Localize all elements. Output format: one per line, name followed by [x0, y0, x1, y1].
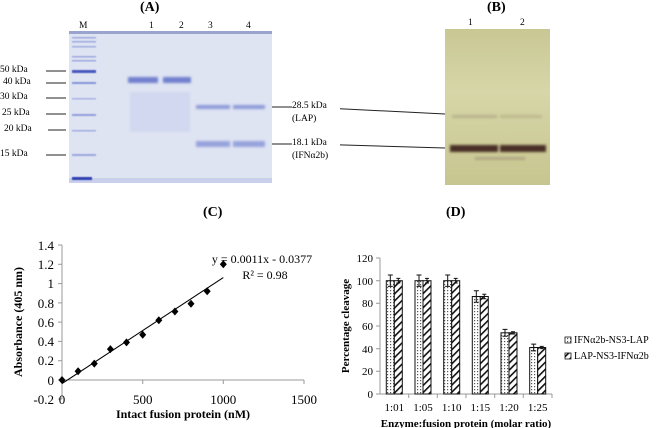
svg-text:0: 0: [368, 389, 374, 401]
legend-swatch-ifn-ns3-lap: [564, 336, 572, 344]
western-blot: [340, 29, 550, 185]
legend: IFNα2b-NS3-LAP LAP-NS3-IFNα2b: [564, 335, 649, 362]
c-equation: y = 0.0011x - 0.0377: [212, 252, 312, 266]
legend-label-1: IFNα2b-NS3-LAP: [574, 335, 649, 346]
blot-lane-label-2: 2: [520, 18, 525, 28]
svg-text:0: 0: [59, 392, 66, 407]
svg-text:500: 500: [133, 392, 153, 407]
svg-text:40: 40: [362, 344, 374, 356]
legend-label-2: LAP-NS3-IFNα2b: [574, 351, 649, 362]
band-lap-size: 28.5 kDa: [292, 101, 327, 111]
svg-text:1: 1: [48, 276, 55, 291]
c-r-squared: R² = 0.98: [242, 268, 287, 282]
svg-text:100: 100: [357, 276, 374, 288]
svg-text:0.4: 0.4: [38, 334, 55, 349]
marker-25kda: 25 kDa: [2, 108, 30, 118]
svg-text:1.2: 1.2: [38, 257, 54, 272]
marker-40kda: 40 kDa: [3, 77, 31, 87]
svg-text:1:15: 1:15: [471, 402, 491, 414]
svg-text:1:10: 1:10: [442, 402, 462, 414]
marker-30kda: 30 kDa: [0, 92, 28, 102]
sds-page-gel: [46, 31, 292, 183]
svg-text:0.6: 0.6: [38, 315, 55, 330]
band-ifn-name: (IFNα2b): [292, 151, 329, 161]
lane-label-1: 1: [149, 21, 154, 31]
d-xlabel: Enzyme:fusion protein (molar ratio): [381, 418, 552, 428]
c-ytick: 1.4: [38, 238, 55, 253]
svg-text:1000: 1000: [210, 392, 236, 407]
svg-text:1:01: 1:01: [385, 402, 405, 414]
chart-c-standard-curve: 1.4 1.2 1 0.8 0.6 0.4 0.2 0 -0.2 0 500 1…: [11, 238, 317, 421]
lane-label-4: 4: [246, 21, 251, 31]
blot-lane-label-1: 1: [468, 18, 473, 28]
c-xlabel: Intact fusion protein (nM): [116, 407, 250, 421]
marker-20kda: 20 kDa: [4, 124, 32, 134]
panel-b-label: (B): [487, 0, 506, 15]
panel-c-label: (C): [203, 205, 223, 220]
panel-a-label: (A): [140, 0, 160, 15]
svg-text:60: 60: [362, 321, 374, 333]
legend-swatch-lap-ns3-ifn: [564, 352, 572, 360]
chart-d-cleavage: 120 100 80 60 40 20 0 1:01 1:05 1:10 1:1…: [340, 253, 649, 428]
svg-text:80: 80: [362, 298, 374, 310]
svg-text:1:05: 1:05: [413, 402, 433, 414]
data-points: [58, 260, 227, 384]
marker-15kda: 15 kDa: [0, 149, 28, 159]
svg-text:20: 20: [362, 366, 374, 378]
lane-label-3: 3: [208, 21, 213, 31]
svg-text:1:20: 1:20: [499, 402, 519, 414]
svg-text:0: 0: [48, 373, 55, 388]
svg-text:0.8: 0.8: [38, 296, 54, 311]
svg-text:1:25: 1:25: [528, 402, 548, 414]
svg-text:120: 120: [357, 253, 374, 265]
panel-d-label: (D): [446, 205, 466, 220]
c-ylabel: Absorbance (405 nm): [11, 267, 25, 377]
svg-text:-0.2: -0.2: [33, 392, 54, 407]
marker-50kda: 50 kDa: [0, 65, 28, 75]
band-lap-name: (LAP): [292, 114, 317, 124]
svg-text:0.2: 0.2: [38, 353, 54, 368]
lane-label-m: M: [79, 21, 88, 31]
band-ifn-size: 18.1 kDa: [292, 138, 327, 148]
trendline: [61, 277, 224, 385]
lane-label-2: 2: [179, 21, 184, 31]
d-ylabel: Percentage cleavage: [340, 279, 352, 373]
svg-text:1500: 1500: [291, 392, 317, 407]
